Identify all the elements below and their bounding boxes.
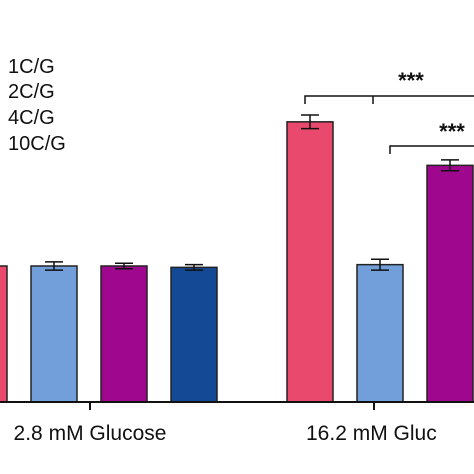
bar-2c-g-group-2 [356, 263, 404, 403]
bar-1c-g-group-1 [0, 265, 8, 403]
bar-4c-g-group-1 [100, 265, 148, 403]
bar-4c-g-group-2 [426, 164, 474, 403]
error-bar-2c-g-group-1 [45, 261, 63, 271]
error-bars-layer [45, 114, 459, 271]
legend-label-1c-g: 1C/G [8, 56, 55, 78]
x-tick-label-2: 16.2 mM Gluc [306, 422, 437, 445]
significance-label-2: *** [439, 119, 465, 144]
legend-label-2c-g: 2C/G [8, 81, 55, 103]
x-tick-label-1: 2.8 mM Glucose [14, 422, 167, 445]
legend-label-10c-g: 10C/G [8, 133, 66, 155]
error-bar-4c-g-group-1 [115, 262, 133, 270]
bars-layer [0, 121, 474, 403]
significance-label-1: *** [398, 68, 424, 93]
legend-label-4c-g: 4C/G [8, 107, 55, 129]
bar-2c-g-group-1 [30, 265, 78, 403]
error-bar-10c-g-group-1 [185, 263, 203, 271]
bar-1c-g-group-2 [286, 121, 334, 403]
error-bar-4c-g-group-2 [441, 159, 459, 172]
bar-10c-g-group-1 [170, 266, 218, 403]
error-bar-2c-g-group-2 [371, 258, 389, 271]
significance-bracket-2 [389, 145, 474, 154]
significance-bracket-1 [304, 95, 474, 104]
error-bar-1c-g-group-2 [301, 114, 319, 130]
